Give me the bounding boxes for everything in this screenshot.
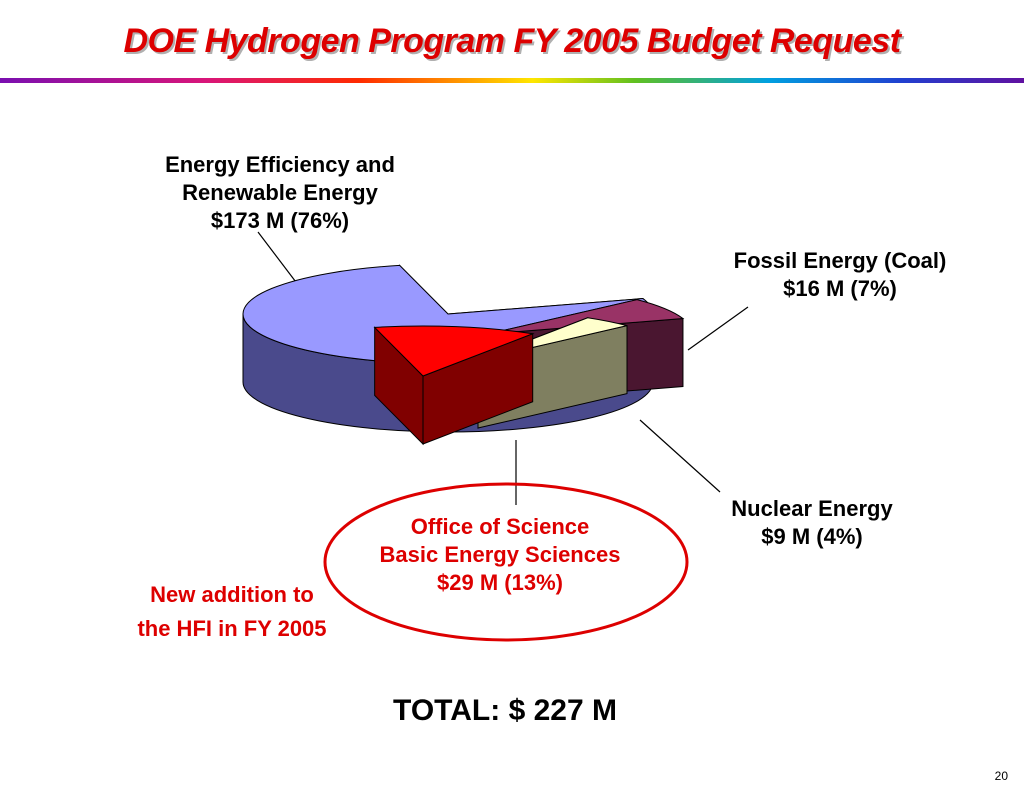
highlight-ellipse — [323, 482, 689, 642]
leader-line-nuclear — [639, 419, 721, 493]
label-science: Office of Science Basic Energy Sciences $2… — [380, 514, 621, 595]
label-nuclear: Nuclear Energy $9 M (4%) — [731, 496, 893, 549]
rainbow-divider — [0, 78, 1024, 83]
label-eere: Energy Efficiency and Renewable Energy $17… — [165, 152, 395, 233]
slice-science — [373, 325, 535, 446]
total-label: TOTAL: $ 227 M — [393, 694, 617, 727]
slide-title: DOE Hydrogen Program FY 2005 Budget Requ… — [123, 22, 901, 60]
label-fossil: Fossil Energy (Coal) $16 M (7%) — [734, 248, 947, 301]
leader-line-fossil — [687, 306, 749, 351]
note-new-addition: New addition to the HFI in FY 2005 — [137, 582, 326, 641]
page-number: 20 — [994, 769, 1008, 783]
